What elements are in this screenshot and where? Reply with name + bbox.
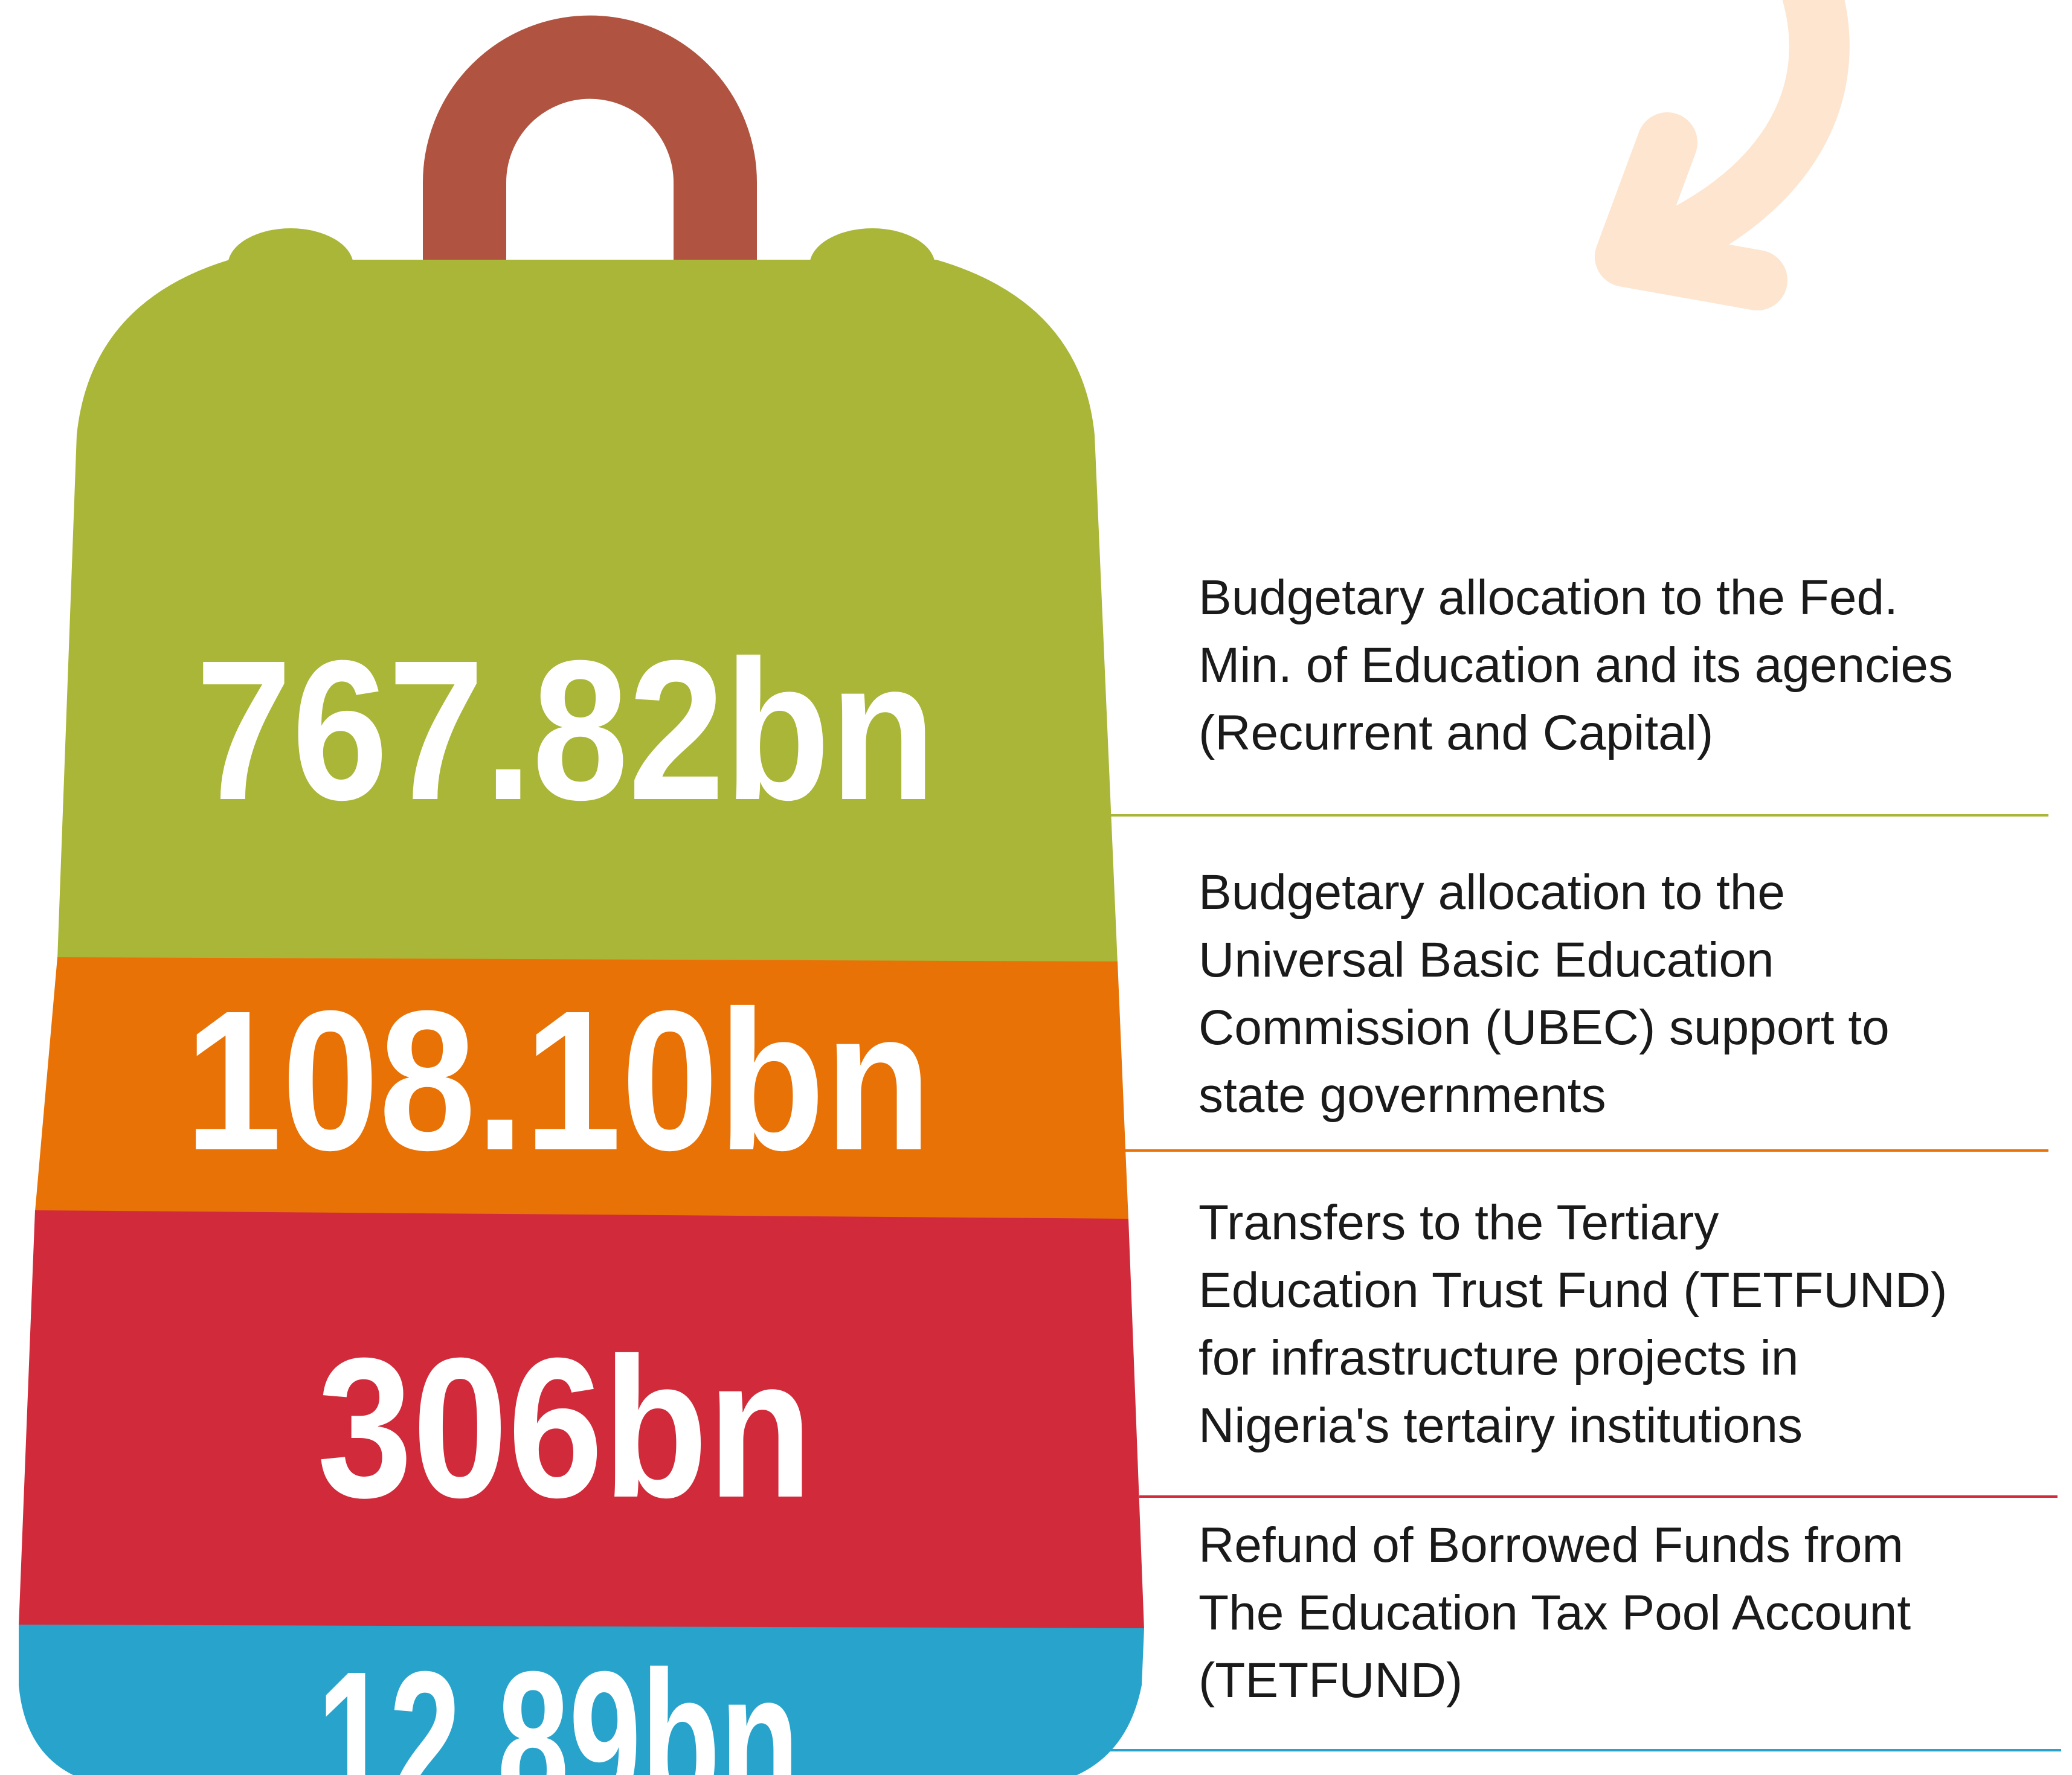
description-line: Budgetary allocation to the Fed.: [1198, 570, 1898, 625]
amount: 12.89bn: [317, 1629, 799, 1775]
description-line: Budgetary allocation to the: [1198, 865, 1785, 920]
amount: 767.82bn: [196, 618, 936, 841]
description-line: Universal Basic Education: [1198, 932, 1774, 987]
bag-handle: [465, 57, 715, 272]
segment-green: [57, 260, 1118, 963]
amount: 306bn: [317, 1316, 812, 1539]
description-line: state governments: [1198, 1068, 1606, 1123]
description-line: (TETFUND): [1198, 1653, 1462, 1708]
page: 767.82bn 108.10bn 306bn 12.89bn Budgetar…: [0, 0, 2072, 1775]
arrow: [1625, 0, 1819, 280]
description-line: Commission (UBEC) support to: [1198, 1000, 1890, 1055]
description-line: Education Trust Fund (TETFUND): [1198, 1263, 1947, 1318]
infographic: 767.82bn 108.10bn 306bn 12.89bn Budgetar…: [0, 0, 2072, 1775]
description-line: The Education Tax Pool Account: [1198, 1585, 1911, 1640]
description-line: Transfers to the Tertiary: [1198, 1195, 1719, 1250]
description-line: (Recurrent and Capital): [1198, 705, 1713, 760]
description-line: Nigeria's tertairy institutions: [1198, 1398, 1803, 1453]
description-line: Min. of Education and its agencies: [1198, 638, 1953, 693]
description-line: for infrastructure projects in: [1198, 1330, 1799, 1385]
description-line: Refund of Borrowed Funds from: [1198, 1518, 1903, 1573]
amount: 108.10bn: [185, 969, 931, 1192]
